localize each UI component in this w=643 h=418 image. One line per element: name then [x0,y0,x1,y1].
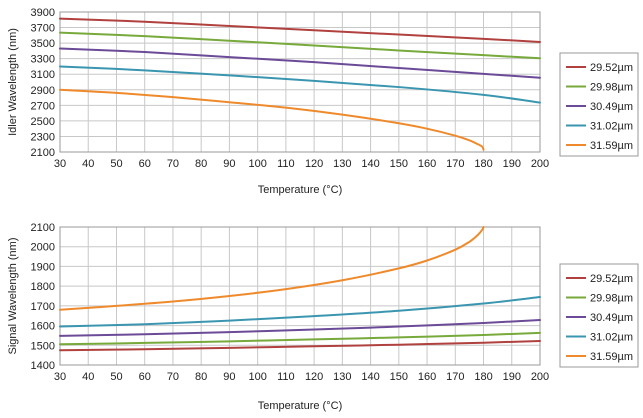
series-line-31-59-m [59,226,485,311]
y-tick-label: 1600 [31,321,55,333]
y-tick-label: 2900 [31,85,55,97]
x-axis-title: Temperature (°C) [258,184,342,196]
y-tick-label: 3500 [31,38,55,50]
y-tick-label: 2000 [31,242,55,254]
chart-2: 30 40 50 60 70 80 90 100 110 120 130 140 150 160 170 18… [7,222,639,412]
x-tick-label: 160 [418,158,436,170]
legend-label: 29.98µm [590,293,633,305]
series-line-29-52-m [59,17,541,43]
x-tick-label: 70 [167,158,179,170]
legend-label: 31.59µm [590,140,633,152]
x-tick-label: 40 [82,158,94,170]
legend-label: 31.02µm [590,332,633,344]
legend-label: 29.98µm [590,82,633,94]
x-tick-label: 180 [474,371,492,383]
y-tick-label: 3900 [31,7,55,19]
x-tick-label: 150 [390,371,408,383]
x-tick-label: 90 [223,158,235,170]
y-tick-label: 2500 [31,116,55,128]
x-tick-label: 50 [110,371,122,383]
y-tick-label: 3100 [31,69,55,81]
x-tick-label: 40 [82,371,94,383]
y-axis-title: Idler Wavelength (nm) [7,28,19,136]
x-tick-label: 100 [248,158,266,170]
y-tick-label: 2100 [31,147,55,159]
series-line-29-52-m [59,339,541,352]
x-tick-label: 70 [167,371,179,383]
x-tick-label: 60 [139,158,151,170]
series-line-31-59-m [59,88,485,151]
y-tick-label: 1500 [31,340,55,352]
series-line-30-49-m [59,319,541,337]
x-tick-label: 160 [418,371,436,383]
x-tick-label: 30 [54,371,66,383]
series-line-31-02-m [59,295,541,328]
x-tick-label: 130 [333,371,351,383]
legend-box [559,263,639,368]
x-tick-label: 60 [139,371,151,383]
legend-label: 30.49µm [590,312,633,324]
x-tick-label: 190 [503,158,521,170]
legend: 29.52µm 29.98µm 30.49µm 31.02µm 31.59µm [559,263,639,368]
x-tick-label: 30 [54,158,66,170]
x-tick-label: 200 [531,158,549,170]
legend-label: 29.52µm [590,62,633,74]
x-tick-label: 50 [110,158,122,170]
legend-box [559,52,639,157]
x-tick-label: 120 [305,371,323,383]
y-tick-label: 3300 [31,54,55,66]
x-tick-label: 190 [503,371,521,383]
plot-area [60,12,540,152]
y-tick-label: 2700 [31,100,55,112]
y-tick-label: 1700 [31,301,55,313]
y-axis-title: Signal Wavelength (nm) [7,238,19,355]
series-line-30-49-m [59,47,541,79]
x-tick-label: 170 [446,371,464,383]
x-tick-label: 80 [195,371,207,383]
y-tick-label: 2300 [31,131,55,143]
y-tick-label: 2100 [31,222,55,234]
y-tick-label: 1900 [31,261,55,273]
x-tick-label: 110 [277,158,295,170]
chart-1: 30 40 50 60 70 80 90 100 110 120 130 140 150 160 170 18… [7,7,639,196]
x-tick-label: 170 [446,158,464,170]
x-tick-label: 140 [361,371,379,383]
y-tick-label: 1400 [31,360,55,372]
x-axis-title: Temperature (°C) [258,400,342,412]
series-line-31-02-m [59,65,541,104]
x-tick-label: 100 [248,371,266,383]
legend-label: 30.49µm [590,101,633,113]
x-tick-label: 200 [531,371,549,383]
x-tick-label: 80 [195,158,207,170]
x-tick-label: 120 [305,158,323,170]
legend-label: 31.59µm [590,351,633,363]
x-tick-label: 150 [390,158,408,170]
plot-area [60,227,540,365]
legend-label: 31.02µm [590,121,633,133]
x-tick-label: 130 [333,158,351,170]
legend: 29.52µm 29.98µm 30.49µm 31.02µm 31.59µm [559,52,639,157]
series-line-29-98-m [59,331,541,346]
x-tick-label: 110 [277,371,295,383]
series-line-29-98-m [59,31,541,60]
x-tick-label: 180 [474,158,492,170]
legend-label: 29.52µm [590,273,633,285]
x-tick-label: 90 [223,371,235,383]
y-tick-label: 3700 [31,23,55,35]
plot-frame [59,11,541,153]
x-tick-label: 140 [361,158,379,170]
y-tick-label: 1800 [31,281,55,293]
